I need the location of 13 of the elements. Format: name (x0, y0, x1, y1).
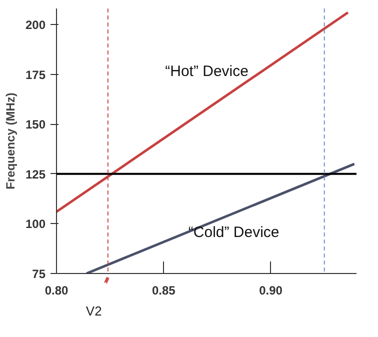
y-tick-label: 175 (25, 68, 46, 82)
x-tick-label: 0.80 (44, 284, 69, 298)
y-tick-label: 150 (25, 118, 46, 132)
series-label: “Cold” Device (188, 224, 280, 242)
x-tick-label: 0.90 (259, 284, 283, 298)
y-tick-label: 75 (32, 267, 46, 281)
series-label: “Hot” Device (165, 63, 248, 80)
y-tick-label: 200 (25, 18, 46, 32)
y-tick-label: 100 (25, 217, 46, 232)
y-axis-title: Frequency (MHz) (3, 92, 18, 190)
x-tick-label: 0.85 (152, 284, 176, 298)
annotation: V2 (86, 304, 102, 318)
y-tick-label: 125 (25, 167, 46, 182)
